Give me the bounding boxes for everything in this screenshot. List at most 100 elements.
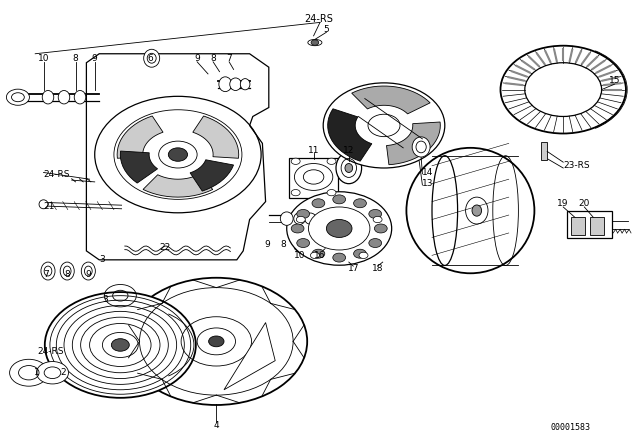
Text: 7: 7 <box>44 270 49 279</box>
Text: 22: 22 <box>159 243 171 252</box>
Ellipse shape <box>144 49 160 67</box>
Circle shape <box>308 207 370 250</box>
Text: 9: 9 <box>265 240 270 249</box>
Ellipse shape <box>39 200 48 209</box>
Ellipse shape <box>41 262 55 280</box>
Polygon shape <box>190 160 234 191</box>
Text: 3: 3 <box>100 255 105 264</box>
Text: 17: 17 <box>348 264 359 273</box>
Text: 24-RS: 24-RS <box>44 170 70 179</box>
Text: 24-RS: 24-RS <box>37 347 63 356</box>
Circle shape <box>297 238 310 247</box>
Ellipse shape <box>412 137 430 157</box>
Circle shape <box>369 210 381 218</box>
Text: 4: 4 <box>214 421 219 430</box>
Circle shape <box>291 158 300 164</box>
Ellipse shape <box>219 77 232 92</box>
Polygon shape <box>387 122 440 165</box>
Text: 8: 8 <box>73 54 78 63</box>
Circle shape <box>297 210 310 218</box>
Text: 3: 3 <box>103 295 108 304</box>
Text: 10: 10 <box>294 251 305 260</box>
Ellipse shape <box>406 148 534 273</box>
Ellipse shape <box>305 213 316 224</box>
Text: 9: 9 <box>92 54 97 63</box>
Ellipse shape <box>230 78 241 90</box>
Text: 9: 9 <box>195 54 200 63</box>
Text: 6: 6 <box>148 54 153 63</box>
Circle shape <box>500 46 626 134</box>
Text: 13: 13 <box>422 179 434 188</box>
Text: 00001583: 00001583 <box>550 423 590 432</box>
Circle shape <box>291 190 300 196</box>
Text: 8: 8 <box>211 54 216 63</box>
Text: 18: 18 <box>372 264 383 273</box>
Text: 1: 1 <box>35 368 40 377</box>
Text: 10: 10 <box>38 54 49 63</box>
Circle shape <box>10 359 48 386</box>
Circle shape <box>312 199 325 208</box>
Text: 5: 5 <box>324 25 329 34</box>
Circle shape <box>525 63 602 116</box>
Ellipse shape <box>81 262 95 280</box>
Text: 8: 8 <box>281 240 286 249</box>
Circle shape <box>312 249 324 258</box>
Circle shape <box>209 336 224 347</box>
Text: 11: 11 <box>308 146 319 155</box>
Text: 20: 20 <box>579 199 590 208</box>
Text: 7: 7 <box>227 54 232 63</box>
Polygon shape <box>193 116 239 158</box>
Circle shape <box>354 249 366 258</box>
Text: 19: 19 <box>557 199 569 208</box>
Circle shape <box>327 158 336 164</box>
Text: 24-RS: 24-RS <box>304 14 333 24</box>
Circle shape <box>310 252 319 258</box>
Circle shape <box>125 278 307 405</box>
Ellipse shape <box>432 155 458 265</box>
Polygon shape <box>143 175 212 197</box>
Ellipse shape <box>74 90 86 104</box>
Ellipse shape <box>345 164 353 172</box>
Circle shape <box>291 224 304 233</box>
Circle shape <box>311 40 319 45</box>
Circle shape <box>373 216 382 223</box>
Polygon shape <box>224 323 275 390</box>
Circle shape <box>6 89 29 105</box>
Circle shape <box>111 339 129 351</box>
Circle shape <box>333 253 346 262</box>
Ellipse shape <box>240 79 250 90</box>
Text: 15: 15 <box>609 76 620 85</box>
Polygon shape <box>352 86 430 114</box>
Circle shape <box>327 190 336 196</box>
Bar <box>590 217 604 235</box>
Circle shape <box>323 83 445 168</box>
Text: 14: 14 <box>422 168 434 177</box>
Circle shape <box>326 220 352 237</box>
Bar <box>541 142 547 160</box>
Text: 8: 8 <box>65 270 70 279</box>
Text: 9: 9 <box>86 270 91 279</box>
Circle shape <box>369 238 381 247</box>
Bar <box>567 211 612 238</box>
Circle shape <box>159 141 197 168</box>
Ellipse shape <box>294 213 305 224</box>
Circle shape <box>168 148 188 161</box>
Polygon shape <box>328 109 372 161</box>
Ellipse shape <box>336 152 362 184</box>
Circle shape <box>287 192 392 265</box>
Circle shape <box>45 292 196 398</box>
Polygon shape <box>86 54 269 260</box>
Circle shape <box>368 114 400 137</box>
Bar <box>289 158 338 198</box>
Circle shape <box>36 362 68 384</box>
Text: 2: 2 <box>60 368 65 377</box>
Polygon shape <box>117 116 163 158</box>
Ellipse shape <box>58 90 70 104</box>
Text: 16: 16 <box>314 251 326 260</box>
Circle shape <box>333 195 346 204</box>
Circle shape <box>374 224 387 233</box>
Circle shape <box>359 252 368 258</box>
Polygon shape <box>120 151 157 183</box>
Ellipse shape <box>280 212 293 225</box>
Bar <box>571 217 585 235</box>
